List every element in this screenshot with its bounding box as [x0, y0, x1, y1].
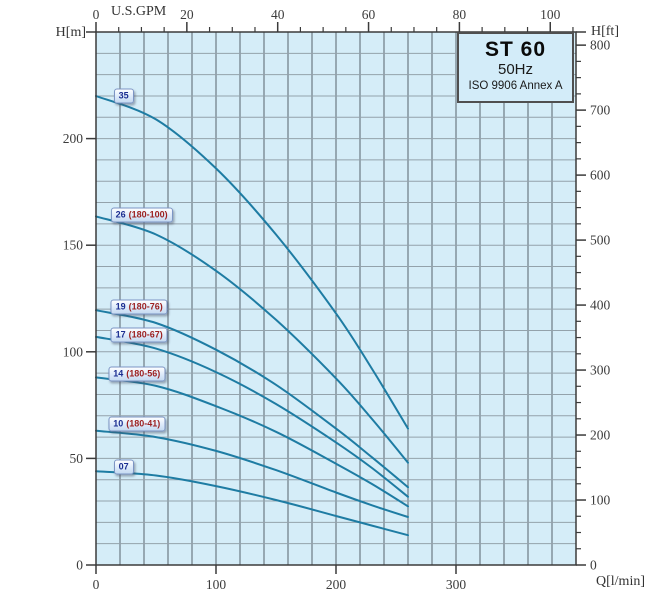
curve-10 [95, 429, 409, 518]
bottom-axis-tick-label: 200 [326, 577, 347, 592]
right-axis-tick-label: 0 [590, 558, 597, 573]
bottom-axis-tick-label: 300 [446, 577, 467, 592]
frequency-label: 50Hz [497, 61, 534, 78]
curve-stage-number: 26 [115, 209, 126, 220]
top-axis-tick-label: 0 [93, 7, 100, 22]
curve-label-26: 26 (180-100) [110, 207, 173, 223]
top-axis-tick-label: 80 [453, 7, 467, 22]
curve-label-35: 35 [113, 88, 134, 104]
top-axis-unit-label: U.S.GPM [111, 4, 167, 19]
right-axis-unit-label: H[ft] [591, 24, 619, 39]
bottom-axis-unit-label: Q[l/min] [596, 574, 645, 589]
curve-stage-number: 14 [113, 368, 124, 379]
left-axis-tick-label: 100 [63, 344, 84, 359]
curve-35 [95, 95, 409, 430]
curve-stage-detail: (180-76) [128, 301, 163, 312]
left-axis-tick-label: 0 [76, 558, 83, 573]
left-axis-tick-label: 50 [70, 451, 84, 466]
right-axis-tick-label: 400 [590, 298, 611, 313]
top-axis-tick-label: 40 [271, 7, 285, 22]
right-axis-tick-label: 600 [590, 168, 611, 183]
right-axis-tick-label: 300 [590, 363, 611, 378]
bottom-axis-tick-label: 100 [206, 577, 227, 592]
curve-label-14: 14 (180-56) [108, 366, 166, 382]
top-axis-tick-label: 20 [180, 7, 194, 22]
left-axis-tick-label: 200 [63, 131, 84, 146]
top-axis-tick-label: 60 [362, 7, 376, 22]
curve-stage-detail: (180-100) [128, 209, 168, 220]
curve-stage-detail: (180-67) [128, 329, 163, 340]
top-axis-tick-label: 100 [540, 7, 561, 22]
curve-14 [95, 376, 409, 508]
curve-stage-detail: (180-56) [126, 368, 161, 379]
curve-19 [95, 309, 409, 489]
standard-label: ISO 9906 Annex A [468, 80, 563, 92]
curve-label-07: 07 [113, 459, 134, 475]
bottom-axis-tick-label: 0 [93, 577, 100, 592]
curve-stage-number: 35 [118, 90, 129, 101]
right-axis-tick-label: 800 [590, 38, 611, 53]
right-axis-tick-label: 200 [590, 428, 611, 443]
left-axis-tick-label: 150 [63, 238, 84, 253]
curve-stage-number: 17 [115, 329, 126, 340]
pump-model-title: ST 60 [484, 38, 547, 61]
title-box: ST 60 50Hz ISO 9906 Annex A [457, 32, 574, 103]
right-axis-tick-label: 700 [590, 103, 611, 118]
right-axis-tick-label: 500 [590, 233, 611, 248]
curve-26 [95, 215, 409, 464]
left-axis-unit-label: H[m] [55, 25, 86, 40]
curve-stage-number: 19 [115, 301, 126, 312]
curve-stage-detail: (180-41) [126, 418, 161, 429]
curve-stage-number: 07 [118, 461, 129, 472]
curve-17 [95, 335, 409, 498]
curve-label-19: 19 (180-76) [110, 299, 168, 315]
curve-stage-number: 10 [113, 418, 124, 429]
right-axis-tick-label: 100 [590, 493, 611, 508]
curve-07 [95, 470, 409, 537]
curve-label-10: 10 (180-41) [108, 416, 166, 432]
curve-label-17: 17 (180-67) [110, 327, 168, 343]
